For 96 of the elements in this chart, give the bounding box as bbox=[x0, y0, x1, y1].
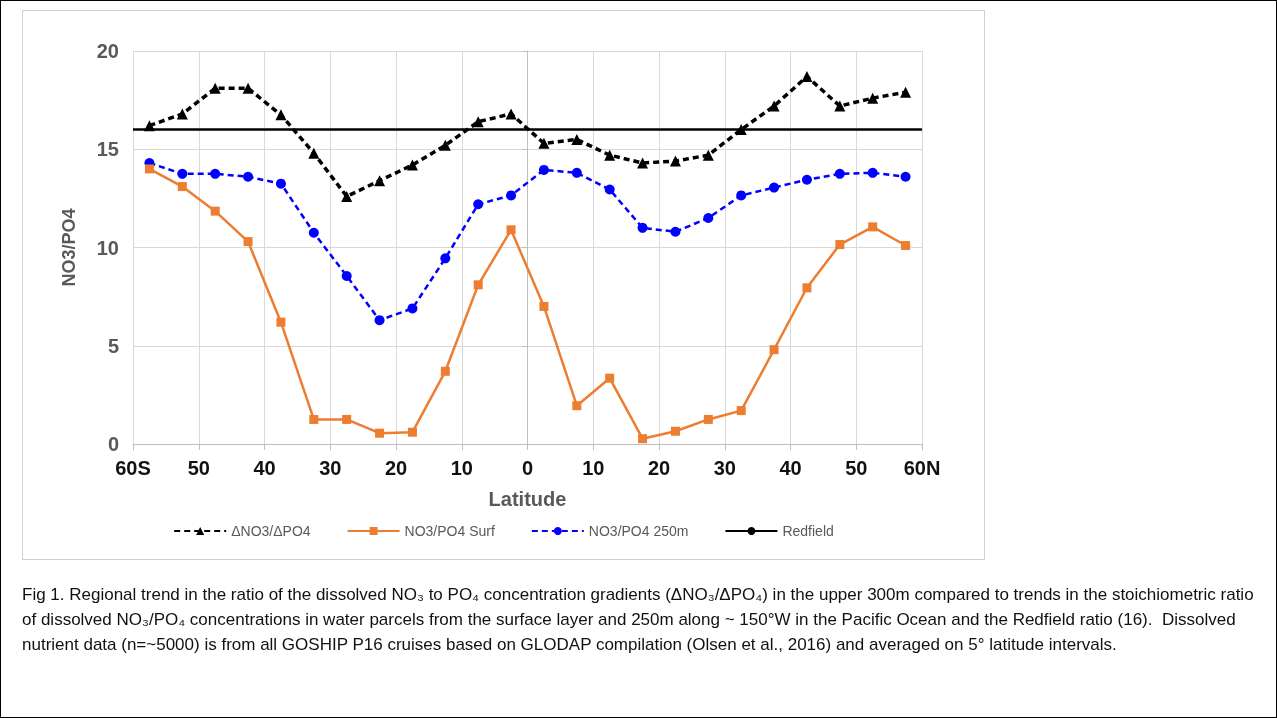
x-tick-label: 40 bbox=[253, 457, 276, 479]
point bbox=[177, 182, 187, 192]
point bbox=[834, 168, 845, 179]
x-tick-label: 20 bbox=[384, 457, 408, 479]
point bbox=[572, 401, 582, 411]
point bbox=[769, 345, 779, 355]
y-tick-label: 5 bbox=[107, 334, 119, 357]
point bbox=[736, 190, 747, 201]
point bbox=[768, 100, 780, 112]
point bbox=[802, 283, 812, 293]
x-tick-label: 10 bbox=[450, 457, 473, 479]
x-tick-label: 60N bbox=[903, 457, 941, 479]
point bbox=[243, 171, 254, 182]
point bbox=[176, 108, 188, 120]
legend-label: NO3/PO4 Surf bbox=[404, 523, 495, 539]
y-tick-label: 0 bbox=[107, 433, 119, 455]
point bbox=[276, 317, 286, 327]
point bbox=[703, 213, 714, 224]
point bbox=[604, 184, 615, 195]
point bbox=[571, 133, 583, 145]
point bbox=[209, 82, 221, 94]
point bbox=[309, 414, 319, 424]
point bbox=[406, 159, 418, 171]
point bbox=[539, 301, 549, 311]
x-tick-label: 20 bbox=[647, 457, 671, 479]
point bbox=[472, 116, 484, 128]
point bbox=[900, 86, 912, 98]
point bbox=[505, 108, 517, 120]
point bbox=[439, 139, 451, 151]
legend-label: Redfield bbox=[782, 523, 834, 539]
y-axis-title: NO3/PO4 bbox=[59, 208, 79, 287]
x-tick-label: 10 bbox=[582, 457, 605, 479]
legend-label: NO3/PO4 250m bbox=[588, 523, 689, 539]
point bbox=[308, 147, 320, 159]
x-tick-label: 50 bbox=[845, 457, 868, 479]
point bbox=[342, 414, 352, 424]
point bbox=[801, 71, 813, 83]
point bbox=[736, 406, 746, 416]
point bbox=[638, 434, 648, 444]
point bbox=[670, 426, 680, 436]
point bbox=[637, 157, 649, 169]
point bbox=[867, 167, 878, 178]
point bbox=[407, 303, 418, 314]
x-tick-label: 30 bbox=[319, 457, 342, 479]
point bbox=[604, 149, 616, 161]
x-tick-label: 40 bbox=[779, 457, 802, 479]
point bbox=[605, 373, 615, 383]
point bbox=[769, 182, 780, 193]
point bbox=[801, 174, 812, 185]
point bbox=[670, 226, 681, 237]
x-tick-label: 0 bbox=[521, 457, 534, 479]
y-tick-label: 10 bbox=[96, 236, 119, 259]
point bbox=[210, 168, 221, 179]
point bbox=[835, 240, 845, 250]
point bbox=[703, 414, 713, 424]
point bbox=[275, 109, 287, 121]
point bbox=[374, 175, 386, 187]
point bbox=[374, 315, 385, 326]
point bbox=[243, 237, 253, 247]
point bbox=[900, 171, 911, 182]
point bbox=[341, 190, 353, 202]
y-tick-label: 20 bbox=[96, 40, 119, 62]
caption: Fig 1. Regional trend in the ratio of the dissolved NO₃ to PO₄ concentration gradients (ΔNO₃/ΔPO₄) in the upper 300m compared to trends in the stoichiometric ratio of dissolved NO₃/PO₄ concentrations in water parcels from the surface layer and 250m along ~ 150°W in the Pacific Ocean and the Redfield ratio (16). Dissolved nutrient data (n=~5000) is from all GOSHIP P16 cruises based on GLODAP compilation (Olsen et al., 2016) and averaged on 5° latitude intervals. bbox=[22, 584, 1255, 656]
point bbox=[473, 199, 484, 210]
point bbox=[901, 241, 911, 251]
point bbox=[275, 178, 286, 189]
point bbox=[177, 168, 188, 179]
point bbox=[242, 82, 254, 94]
point bbox=[735, 124, 747, 136]
y-tick-label: 15 bbox=[96, 138, 119, 161]
point bbox=[538, 164, 549, 175]
x-tick-label: 50 bbox=[187, 457, 210, 479]
x-tick-label: 60S bbox=[115, 457, 151, 479]
point bbox=[571, 167, 582, 178]
point bbox=[407, 427, 417, 437]
point bbox=[308, 227, 319, 238]
legend-label: ΔNO3/ΔPO4 bbox=[231, 523, 311, 539]
point bbox=[473, 280, 483, 290]
point bbox=[834, 100, 846, 112]
point bbox=[506, 225, 516, 235]
point bbox=[341, 270, 352, 281]
x-axis-title: Latitude bbox=[488, 488, 567, 510]
point bbox=[440, 366, 450, 376]
point bbox=[669, 155, 681, 167]
point bbox=[868, 222, 878, 232]
point bbox=[440, 253, 451, 264]
x-tick-label: 30 bbox=[713, 457, 736, 479]
point bbox=[506, 190, 517, 201]
point bbox=[375, 428, 385, 438]
point bbox=[143, 120, 155, 132]
point bbox=[637, 222, 648, 233]
point bbox=[144, 164, 154, 174]
point bbox=[867, 92, 879, 104]
point bbox=[702, 149, 714, 161]
point bbox=[210, 206, 220, 216]
point bbox=[538, 137, 550, 149]
